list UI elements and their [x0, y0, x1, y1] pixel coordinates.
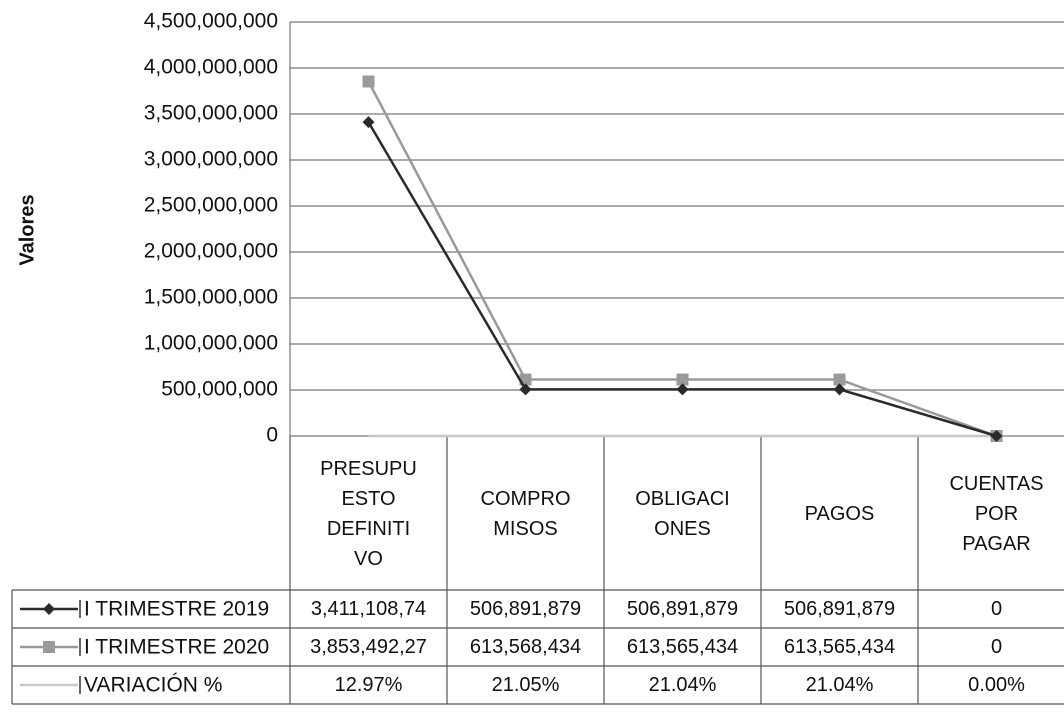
point	[990, 430, 1003, 442]
legend-label: I TRIMESTRE 2020	[84, 636, 269, 659]
point	[676, 373, 689, 386]
table-value: 21.04%	[805, 674, 874, 696]
point	[676, 383, 689, 396]
y-tick-label: 3,000,000,000	[144, 148, 278, 171]
y-axis-label: Valores	[16, 194, 38, 265]
table-value: 21.04%	[648, 674, 717, 696]
table-value: 613,565,434	[626, 636, 739, 658]
category-label: CUENTAS POR PAGAR	[949, 473, 1044, 555]
table-value: 21.05%	[491, 674, 560, 696]
table-value: 3,853,492,27	[310, 636, 427, 658]
legend-marker	[43, 603, 55, 615]
y-tick-label: 500,000,000	[161, 378, 278, 401]
category-label: COMPRO MISOS	[480, 488, 571, 540]
table-value: 3,411,108,74	[310, 598, 427, 620]
table-value: 0.00%	[968, 674, 1025, 696]
y-tick-label: 4,500,000,000	[144, 10, 278, 33]
legend-label: I TRIMESTRE 2019	[84, 598, 269, 621]
y-tick-label: 0	[266, 424, 278, 447]
legend-label: VARIACIÓN %	[84, 674, 222, 697]
y-tick-label: 1,500,000,000	[144, 286, 278, 309]
category-label: OBLIGACI ONES	[635, 488, 730, 540]
legend-marker	[43, 641, 55, 653]
table-value: 12.97%	[334, 674, 403, 696]
point	[833, 383, 846, 396]
table-value: 0	[990, 598, 1003, 620]
table-value: 506,891,879	[626, 598, 739, 620]
y-tick-label: 1,000,000,000	[144, 332, 278, 355]
table-value: 506,891,879	[783, 598, 896, 620]
table-value: 506,891,879	[469, 598, 582, 620]
table-value: 613,568,434	[469, 636, 582, 658]
y-tick-label: 4,000,000,000	[144, 56, 278, 79]
category-label: PRESUPU ESTO DEFINITI VO	[320, 458, 417, 570]
point	[362, 75, 375, 88]
y-tick-label: 2,500,000,000	[144, 194, 278, 217]
point	[519, 383, 532, 396]
category-label: PAGOS	[804, 503, 875, 525]
table-value: 0	[990, 636, 1003, 658]
point	[362, 116, 375, 129]
table-value: 613,565,434	[783, 636, 896, 658]
y-tick-label: 2,000,000,000	[144, 240, 278, 263]
y-tick-label: 3,500,000,000	[144, 102, 278, 125]
point	[833, 373, 846, 386]
